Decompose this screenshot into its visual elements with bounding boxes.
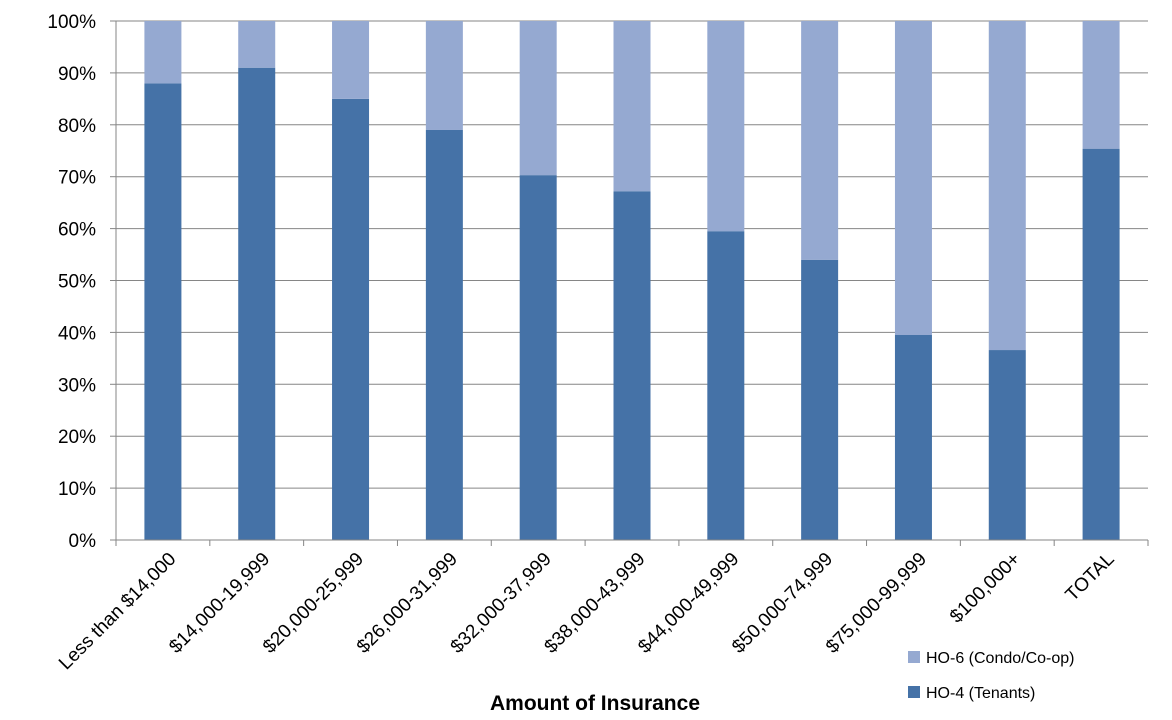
bar-series: [144, 21, 1120, 541]
legend-swatch: [908, 651, 920, 663]
bar-segment: [613, 191, 651, 540]
x-tick-label: $100,000+: [946, 549, 1025, 628]
bar-segment: [144, 21, 182, 84]
y-tick-label: 60%: [58, 220, 96, 241]
bar-segment: [988, 21, 1026, 351]
bar-segment: [1082, 148, 1120, 540]
x-tick-label: $26,000-31,999: [353, 549, 462, 658]
bar-segment: [801, 21, 839, 260]
bar-segment: [425, 21, 463, 130]
bar-segment: [801, 259, 839, 540]
bar-segment: [894, 334, 932, 540]
x-tick-label: $50,000-74,999: [728, 549, 837, 658]
bar-segment: [425, 129, 463, 541]
x-tick-label: $44,000-49,999: [634, 549, 743, 658]
y-tick-label: 70%: [58, 168, 96, 189]
y-tick-label: 0%: [69, 531, 97, 552]
y-axis-ticks: 0% 10% 20% 30% 40% 50% 60% 70% 80% 90% 100%: [47, 12, 116, 552]
y-tick-label: 20%: [58, 427, 96, 448]
x-tick-label: $75,000-99,999: [822, 549, 931, 658]
y-tick-label: 100%: [47, 12, 96, 33]
x-tick-label: $20,000-25,999: [259, 549, 368, 658]
bar-segment: [238, 67, 276, 541]
x-tick-label: TOTAL: [1062, 549, 1119, 606]
bar-segment: [332, 98, 370, 540]
legend-label: HO-6 (Condo/Co-op): [926, 650, 1075, 667]
legend-swatch: [908, 686, 920, 698]
bar-segment: [519, 175, 557, 540]
x-tick-label: $38,000-43,999: [541, 549, 650, 658]
y-tick-label: 40%: [58, 323, 96, 344]
bar-segment: [707, 21, 745, 232]
x-tick-label: $32,000-37,999: [447, 549, 556, 658]
y-tick-label: 10%: [58, 479, 96, 500]
y-tick-label: 90%: [58, 64, 96, 85]
legend-label: HO-4 (Tenants): [926, 685, 1035, 702]
x-tick-label: Less than $14,000: [55, 549, 180, 674]
bar-segment: [613, 21, 651, 192]
x-axis-title: Amount of Insurance: [490, 692, 700, 715]
bar-segment: [144, 83, 182, 540]
y-tick-label: 50%: [58, 272, 96, 293]
bar-segment: [238, 21, 276, 68]
y-tick-label: 30%: [58, 375, 96, 396]
bar-segment: [894, 21, 932, 335]
legend: HO-6 (Condo/Co-op) HO-4 (Tenants): [908, 650, 1075, 702]
bar-segment: [988, 350, 1026, 540]
y-tick-label: 80%: [58, 116, 96, 137]
bar-segment: [519, 21, 557, 176]
bar-segment: [1082, 21, 1120, 149]
bar-segment: [707, 231, 745, 540]
bar-segment: [332, 21, 370, 99]
x-tick-label: $14,000-19,999: [165, 549, 274, 658]
